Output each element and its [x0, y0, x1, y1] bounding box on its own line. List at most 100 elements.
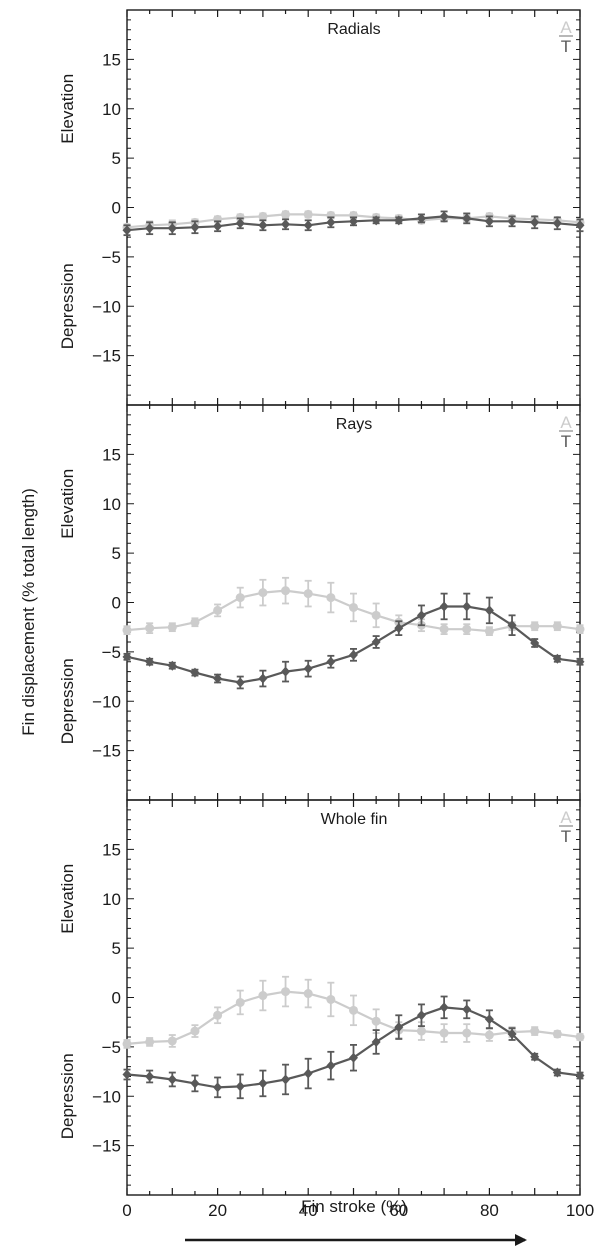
data-point-t [326, 1060, 336, 1071]
data-point-a [190, 617, 200, 627]
y-tick-label: −5 [102, 248, 121, 267]
data-point-a [281, 586, 291, 596]
data-point-a [281, 209, 291, 219]
y-tick-label: −15 [92, 742, 121, 761]
panel-title: Whole fin [321, 811, 388, 828]
data-point-t [145, 656, 155, 667]
data-point-t [394, 215, 404, 226]
data-point-a [122, 625, 132, 635]
y-tick-label: −15 [92, 347, 121, 366]
depression-label: Depression [58, 658, 77, 744]
panel-1: −15 −10 −5 0 5 10 15 Radials AT Elevation Depressi… [58, 9, 585, 406]
data-point-t [462, 601, 472, 612]
data-point-t [281, 1074, 291, 1085]
data-point-t [122, 225, 132, 236]
data-point-t [190, 222, 200, 233]
y-tick-label: 10 [102, 495, 121, 514]
y-tick-label: 5 [112, 544, 121, 563]
y-tick-label: 10 [102, 890, 121, 909]
data-point-t [349, 1052, 358, 1063]
data-point-a [326, 593, 336, 603]
data-point-t [530, 637, 540, 648]
data-point-a [145, 1037, 155, 1047]
data-point-t [190, 1078, 200, 1089]
data-point-t [416, 610, 426, 621]
data-point-t [190, 667, 200, 678]
data-point-t [439, 1002, 449, 1013]
data-point-a [258, 211, 268, 221]
elevation-label: Elevation [58, 469, 77, 539]
x-tick-label: 40 [299, 1201, 318, 1220]
x-axis-title: Fin stroke (%) [301, 1197, 407, 1216]
data-point-a [213, 1010, 223, 1020]
data-point-t [213, 221, 223, 232]
data-point-t [258, 673, 268, 684]
data-point-a [145, 623, 155, 633]
y-tick-label: 0 [112, 199, 121, 218]
data-point-t [167, 660, 177, 671]
x-tick-label: 60 [389, 1201, 408, 1220]
data-point-t [349, 216, 358, 227]
data-point-a [303, 209, 313, 219]
data-point-t [122, 1069, 132, 1080]
data-point-t [326, 217, 336, 228]
data-point-t [122, 651, 132, 662]
data-point-t [484, 216, 494, 227]
data-point-t [552, 218, 562, 229]
series-t [122, 995, 585, 1100]
data-point-a [258, 991, 268, 1001]
y-tick-label: −10 [92, 1087, 121, 1106]
y-tick-label: −10 [92, 692, 121, 711]
legend-label-t: T [561, 827, 571, 846]
legend-label-t: T [561, 432, 571, 451]
data-point-t [462, 213, 472, 224]
data-point-t [462, 1004, 472, 1015]
x-tick-label: 80 [480, 1201, 499, 1220]
series-t [122, 210, 585, 237]
data-point-t [416, 1010, 426, 1021]
series-a [122, 576, 585, 636]
panel-title: Radials [327, 21, 380, 38]
data-point-t [439, 211, 449, 222]
data-point-a [484, 626, 494, 636]
data-point-t [394, 1022, 404, 1033]
data-point-t [349, 649, 358, 660]
data-point-a [349, 1005, 358, 1015]
data-point-a [326, 994, 336, 1004]
data-point-a [167, 1036, 177, 1046]
elevation-label: Elevation [58, 864, 77, 934]
data-point-a [439, 624, 449, 634]
y-tick-label: 5 [112, 939, 121, 958]
data-point-a [439, 1028, 449, 1038]
data-point-a [303, 589, 313, 599]
data-point-t [507, 620, 517, 631]
series-a [122, 975, 585, 1049]
data-point-t [530, 1051, 540, 1062]
data-point-t [167, 1074, 177, 1085]
panel-title: Rays [336, 416, 372, 433]
data-point-a [281, 987, 291, 997]
data-point-a [552, 621, 562, 631]
data-point-t [552, 653, 562, 664]
legend-label-a: A [560, 808, 572, 827]
y-tick-label: 15 [102, 840, 121, 859]
data-point-t [235, 218, 245, 229]
data-point-t [258, 220, 268, 231]
data-point-a [575, 1032, 585, 1042]
data-point-a [530, 1026, 540, 1036]
data-point-t [575, 1070, 585, 1081]
data-point-t [371, 215, 381, 226]
x-tick-label: 20 [208, 1201, 227, 1220]
y-tick-label: −15 [92, 1137, 121, 1156]
y-tick-label: 5 [112, 149, 121, 168]
legend-label-a: A [560, 413, 572, 432]
panel-3: −15 −10 −5 0 5 10 15 0 20 40 60 80 100 Whole fin AT Ele… [58, 799, 594, 1220]
data-point-a [416, 1026, 426, 1036]
data-point-t [530, 217, 540, 228]
data-point-a [484, 1030, 494, 1040]
data-point-t [235, 677, 245, 688]
series-t [122, 592, 585, 690]
x-tick-label: 100 [566, 1201, 594, 1220]
data-point-a [167, 622, 177, 632]
